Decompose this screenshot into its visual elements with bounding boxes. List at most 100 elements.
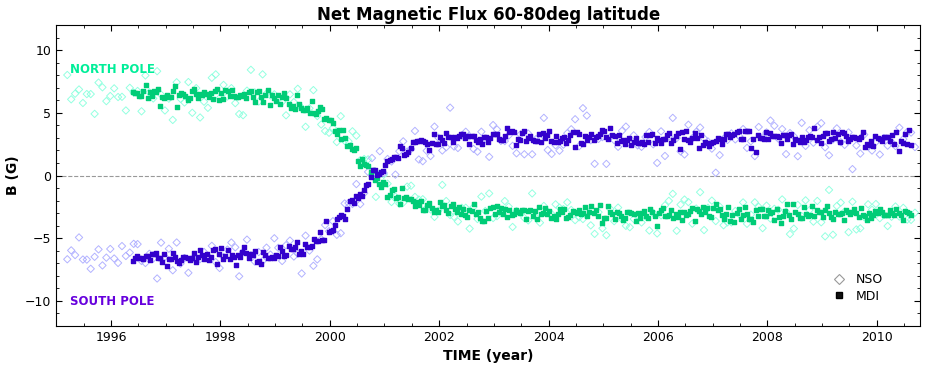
Point [445,139,460,145]
Point [751,124,766,130]
Point [715,141,730,147]
Point [95,85,110,90]
Point [841,209,856,215]
Point [576,216,591,222]
Point [900,129,915,135]
Point [235,93,250,99]
Point [218,253,232,259]
Point [603,134,618,140]
Point [733,216,748,222]
Point [504,212,519,218]
Point [381,181,395,187]
Point [587,231,602,237]
Point [732,206,746,212]
Point [767,134,782,139]
Point [482,190,496,196]
Point [540,132,555,138]
Point [596,128,611,134]
Point [136,88,151,94]
Point [353,163,368,169]
Point [809,207,824,213]
Point [231,252,245,258]
Point [747,199,762,205]
Point [431,208,445,214]
Point [506,224,520,230]
Point [220,246,235,252]
Point [775,132,790,138]
Point [788,136,803,142]
Point [897,131,912,137]
Point [411,197,426,203]
Point [381,156,395,162]
Point [677,208,692,214]
Point [455,205,469,211]
Point [568,217,582,223]
Point [527,138,542,144]
Point [416,196,431,202]
Point [849,210,864,216]
Point [556,142,570,148]
Point [662,212,677,218]
Point [645,210,660,216]
Point [446,144,461,149]
Point [353,157,368,163]
Point [275,258,290,264]
Point [593,131,607,137]
Point [520,217,535,223]
Point [155,94,169,100]
Point [900,217,915,223]
Point [263,252,278,258]
Point [845,199,860,205]
Point [208,72,223,77]
Point [283,246,298,252]
Point [826,130,841,135]
Point [611,210,626,215]
Point [862,210,877,216]
Point [887,141,902,147]
Point [359,162,374,168]
Point [544,211,559,217]
Point [860,201,875,207]
Point [409,138,424,144]
Point [194,92,209,98]
Point [483,205,498,211]
Point [801,213,816,218]
Point [565,208,580,214]
Point [395,138,410,144]
Point [791,202,806,208]
Point [705,198,720,204]
Point [610,205,625,211]
Point [821,152,836,158]
Point [285,103,300,109]
Point [384,187,399,193]
Point [437,139,452,145]
Point [103,93,118,99]
Point [216,82,231,88]
Point [126,90,141,96]
Point [507,211,521,217]
Point [571,214,586,220]
Point [607,137,621,143]
Point [407,139,422,145]
Point [224,252,239,258]
Point [882,138,897,144]
Point [519,138,533,144]
Point [532,220,547,225]
Point [338,216,353,222]
Point [865,207,880,213]
Point [654,207,669,213]
Point [216,256,231,262]
Point [851,214,866,220]
Point [394,185,409,191]
Point [828,209,843,215]
Point [443,105,457,111]
Point [444,134,458,139]
Point [232,273,246,279]
Point [716,222,731,228]
Point [881,223,895,229]
Point [478,136,493,142]
Point [244,252,258,258]
Point [151,255,166,261]
Point [677,136,692,142]
Point [232,93,247,99]
